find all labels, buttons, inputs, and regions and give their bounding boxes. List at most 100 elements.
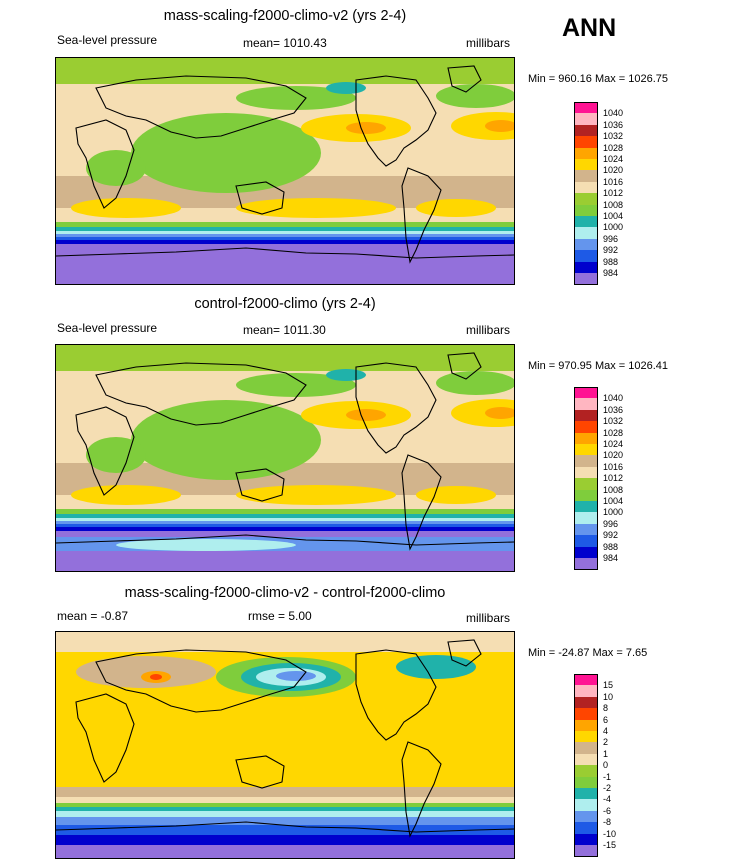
- slp-antarctic-high: [116, 539, 296, 551]
- panel-2-mean-label: mean= 1011.30: [243, 323, 326, 337]
- colorbar-swatch: [574, 696, 598, 709]
- slp-low-core: [326, 82, 366, 94]
- diff-asia-core: [150, 674, 162, 680]
- colorbar-swatch: [574, 742, 598, 755]
- slp-tropical-low: [131, 113, 321, 193]
- panel-1-variable-label: Sea-level pressure: [57, 33, 158, 47]
- slp-band: [56, 345, 514, 371]
- colorbar-level-label: 1008: [603, 199, 624, 210]
- colorbar-swatch: [574, 409, 598, 422]
- colorbar-level-label: 1028: [603, 427, 624, 438]
- colorbar-swatch: [574, 776, 598, 789]
- slp-aleutian-low: [236, 373, 356, 397]
- diff-atlantic-negative: [396, 655, 476, 679]
- slp-south-atlantic-high: [416, 486, 496, 504]
- colorbar-swatch: [574, 238, 598, 251]
- colorbar-level-label: 1040: [603, 393, 624, 404]
- colorbar-level-label: 996: [603, 233, 619, 244]
- coastline: [355, 75, 437, 167]
- diff-band: [56, 797, 514, 803]
- colorbar-level-label: -4: [603, 794, 612, 805]
- colorbar-swatch: [574, 193, 598, 206]
- colorbar-level-label: -1: [603, 771, 612, 782]
- colorbar-level-label: 984: [603, 268, 619, 278]
- slp-africa-low: [86, 437, 146, 473]
- colorbar-level-label: 2: [603, 737, 609, 748]
- colorbar-level-label: 1032: [603, 416, 624, 427]
- panel-1-minmax: Min = 960.16 Max = 1026.75: [528, 73, 669, 85]
- slp-aleutian-low: [236, 86, 356, 110]
- slp-band: [56, 244, 514, 284]
- slp-band: [56, 524, 514, 527]
- colorbar-swatch: [574, 250, 598, 263]
- panel-2-colorbar: 984 988 992 996 1000 1004 1008 1012 1016 1020 1024…: [574, 387, 634, 570]
- colorbar-swatch: [574, 398, 598, 411]
- colorbar-level-label: 1020: [603, 450, 624, 461]
- colorbar-level-label: 1004: [603, 211, 624, 221]
- slp-indian-high: [71, 198, 181, 218]
- coastline: [401, 741, 442, 838]
- colorbar-swatch: [574, 227, 598, 240]
- diff-band: [56, 845, 514, 858]
- colorbar-level-label: 1016: [603, 176, 624, 187]
- panel-1-mean-label: mean= 1010.43: [243, 36, 327, 50]
- colorbar-swatch: [574, 102, 598, 114]
- colorbar-level-label: 1028: [603, 142, 624, 153]
- slp-band: [56, 527, 514, 531]
- slp-band: [56, 521, 514, 524]
- diff-band: [56, 787, 514, 797]
- slp-band: [56, 234, 514, 237]
- panel-3-colorbar: -15 -10 -8 -6 -4 -2 -1 0 1 2 4 6 8 10 15: [574, 674, 634, 857]
- slp-band: [56, 222, 514, 227]
- colorbar-swatch: [574, 719, 598, 732]
- slp-band: [56, 231, 514, 234]
- coastline: [355, 362, 437, 454]
- colorbar-level-label: -15: [603, 840, 617, 850]
- panel-1-map: [55, 57, 515, 285]
- slp-tropical-low: [131, 400, 321, 480]
- colorbar-level-label: 1012: [603, 188, 624, 199]
- colorbar-swatch: [574, 788, 598, 800]
- colorbar-swatch: [574, 501, 598, 513]
- colorbar-swatch: [574, 387, 598, 399]
- colorbar-swatch: [574, 845, 598, 857]
- coastline: [95, 75, 307, 139]
- slp-band: [56, 58, 514, 84]
- colorbar-level-label: 1: [603, 748, 609, 759]
- colorbar-swatch: [574, 512, 598, 525]
- slp-high-core: [346, 409, 386, 421]
- slp-band: [56, 514, 514, 518]
- colorbar-level-label: 992: [603, 530, 619, 541]
- panel-2-variable-label: Sea-level pressure: [57, 321, 158, 335]
- colorbar-swatch: [574, 546, 598, 559]
- slp-indian-high: [71, 485, 181, 505]
- colorbar-level-label: 8: [603, 703, 609, 714]
- slp-band: [56, 227, 514, 231]
- colorbar-level-label: -2: [603, 783, 612, 793]
- slp-band: [56, 518, 514, 521]
- coastline: [447, 65, 482, 93]
- colorbar-level-label: 1040: [603, 108, 624, 119]
- colorbar-level-label: -8: [603, 817, 612, 828]
- slp-high-core: [485, 120, 514, 132]
- coastline: [401, 167, 442, 264]
- colorbar-swatch: [574, 455, 598, 468]
- colorbar-level-label: 1000: [603, 222, 624, 233]
- panel-2-units-label: millibars: [466, 323, 511, 337]
- coastline: [95, 649, 307, 713]
- colorbar-swatch: [574, 753, 598, 766]
- coastline: [401, 454, 442, 551]
- panel-3-units-label: millibars: [466, 611, 511, 625]
- coastline: [56, 247, 514, 259]
- colorbar-swatch: [574, 181, 598, 194]
- diff-band: [56, 632, 514, 652]
- panel-3-contour-field: [56, 632, 514, 858]
- panel-3-mean-label: mean = -0.87: [57, 609, 129, 623]
- colorbar-swatch: [574, 421, 598, 434]
- colorbar-level-label: 1000: [603, 507, 624, 518]
- coastline: [447, 639, 482, 667]
- slp-band: [56, 509, 514, 514]
- colorbar-swatch: [574, 708, 598, 721]
- coastline: [95, 362, 307, 426]
- colorbar-level-label: 996: [603, 518, 619, 529]
